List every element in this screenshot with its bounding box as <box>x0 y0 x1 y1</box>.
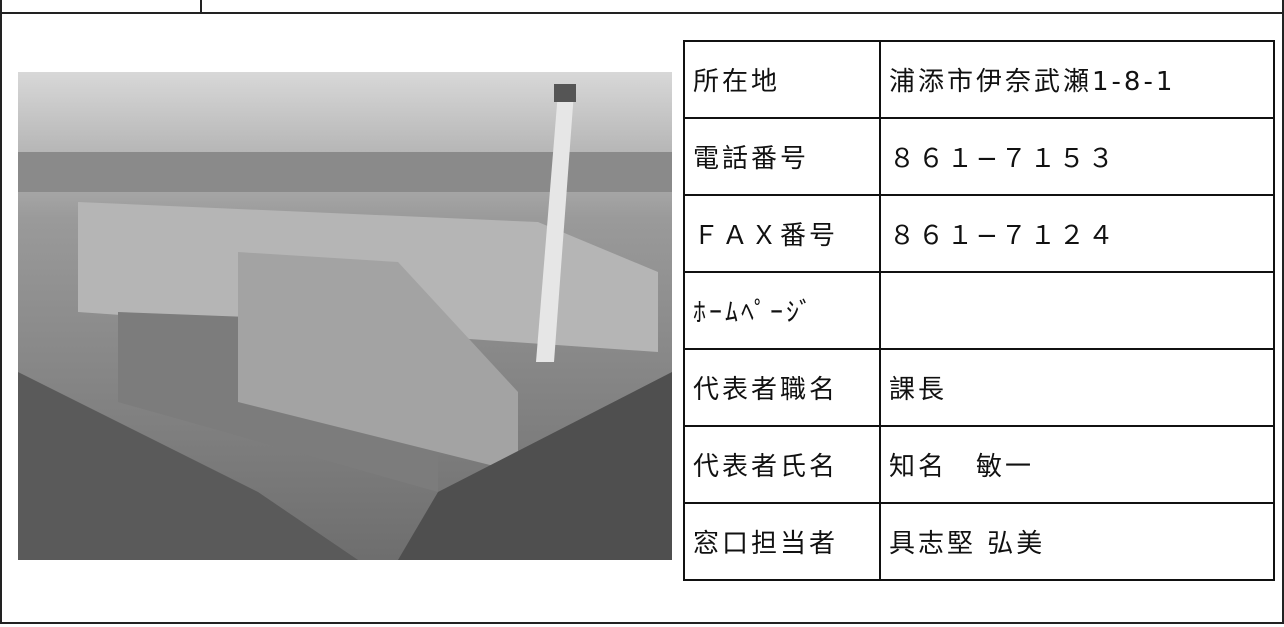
info-row: 窓口担当者 具志堅 弘美 <box>683 502 1275 581</box>
field-value: 浦添市伊奈武瀬1-8-1 <box>879 40 1275 119</box>
info-table: 所在地 浦添市伊奈武瀬1-8-1 電話番号 ８６１−７１５３ ＦＡＸ番号 ８６１−７１２４… <box>683 40 1275 581</box>
field-value: ８６１−７１５３ <box>879 117 1275 196</box>
field-value: ８６１−７１２４ <box>879 194 1275 273</box>
field-label: 代表者職名 <box>683 348 881 427</box>
info-row: ＦＡＸ番号 ８６１−７１２４ <box>683 194 1275 273</box>
photo-trees <box>398 372 672 560</box>
photo-building <box>238 252 518 472</box>
info-row: ﾎｰﾑﾍﾟｰｼﾞ <box>683 271 1275 350</box>
photo-shore <box>18 152 672 192</box>
field-value: 知名 敏一 <box>879 425 1275 504</box>
field-label: 窓口担当者 <box>683 502 881 581</box>
field-label: 所在地 <box>683 40 881 119</box>
field-label: ﾎｰﾑﾍﾟｰｼﾞ <box>683 271 881 350</box>
info-row: 代表者職名 課長 <box>683 348 1275 427</box>
info-row: 電話番号 ８６１−７１５３ <box>683 117 1275 196</box>
photo-chimney <box>536 92 574 362</box>
info-row: 代表者氏名 知名 敏一 <box>683 425 1275 504</box>
header-divider <box>200 0 202 12</box>
field-label: ＦＡＸ番号 <box>683 194 881 273</box>
info-row: 所在地 浦添市伊奈武瀬1-8-1 <box>683 40 1275 119</box>
field-value: 具志堅 弘美 <box>879 502 1275 581</box>
field-value <box>879 271 1275 350</box>
header-line <box>0 12 1284 14</box>
info-rows: 所在地 浦添市伊奈武瀬1-8-1 電話番号 ８６１−７１５３ ＦＡＸ番号 ８６１−７１２４… <box>683 40 1275 581</box>
photo-chimney-top <box>554 84 576 102</box>
field-label: 電話番号 <box>683 117 881 196</box>
photo-road <box>18 372 358 560</box>
facility-photo <box>18 72 672 560</box>
field-value: 課長 <box>879 348 1275 427</box>
field-label: 代表者氏名 <box>683 425 881 504</box>
